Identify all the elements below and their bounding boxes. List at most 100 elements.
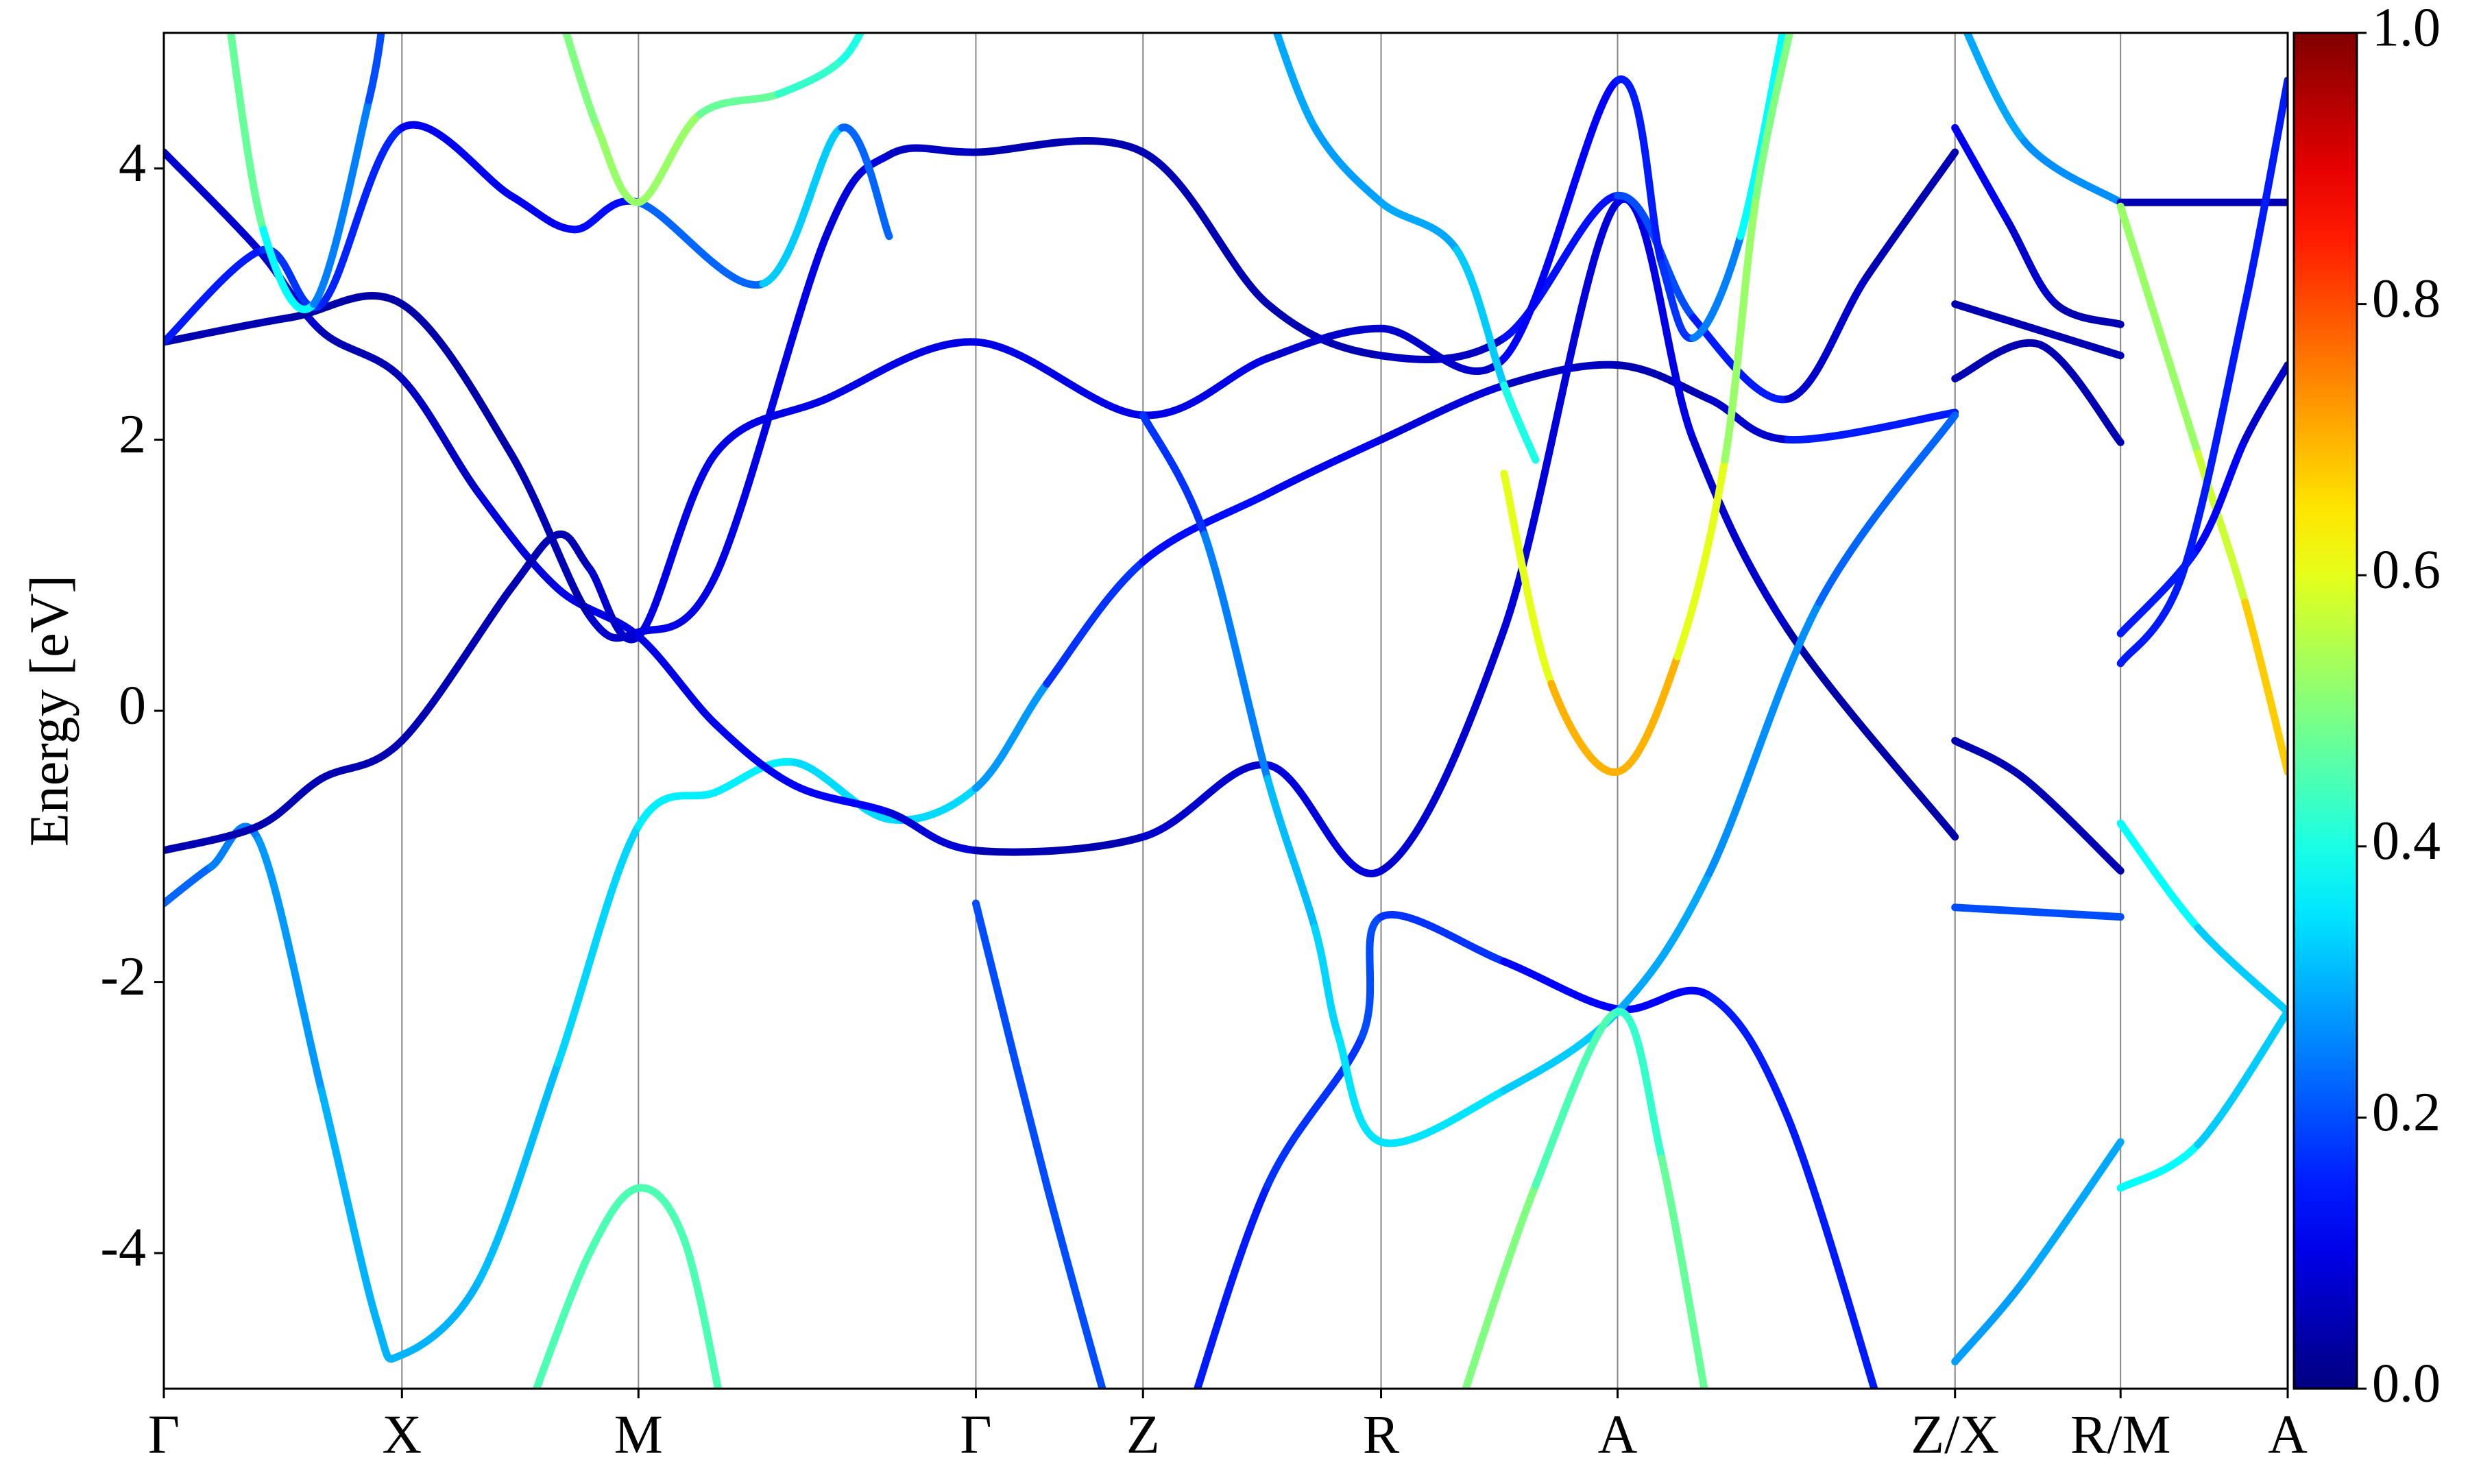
band-segment [1263, 761, 1386, 877]
band-segment [1951, 903, 2125, 921]
band-segment [507, 191, 578, 234]
band-segment [398, 585, 515, 745]
band-segment [1689, 435, 1792, 633]
band-segment [164, 862, 215, 908]
band-segment [585, 612, 642, 642]
band-segment [2020, 775, 2125, 875]
x-tick-label: A [1598, 1404, 1638, 1465]
band-segment [475, 1059, 562, 1285]
band-segment [1377, 625, 1508, 875]
band-segment [2116, 819, 2202, 932]
colorbar-tick-label: 0.0 [2372, 1353, 2441, 1413]
band-segment [822, 151, 893, 241]
band-segment [1614, 986, 1713, 1014]
band-segment [1689, 232, 1745, 342]
band-segment [1500, 361, 1622, 389]
band-segment [634, 1184, 688, 1243]
y-tick-label: -2 [100, 947, 146, 1007]
band-segment [562, 33, 601, 132]
band-segment [2020, 137, 2125, 206]
y-tick-label: 2 [119, 404, 146, 465]
band-segment [2194, 1008, 2288, 1149]
band-segment [759, 123, 846, 288]
band-segment [1500, 381, 1540, 464]
band-segment [634, 632, 720, 729]
band-segment [1784, 625, 1959, 841]
band-segment [1500, 470, 1556, 688]
band-segment [712, 232, 830, 579]
x-tick-label: R [1363, 1404, 1400, 1465]
band-segment [532, 1249, 594, 1389]
band-segment [1377, 198, 1461, 254]
band-segment [1139, 354, 1272, 419]
band-segment [1784, 1113, 1878, 1389]
band-segment [1200, 531, 1272, 783]
band-segment [838, 123, 893, 241]
band-segment [1272, 33, 1319, 132]
x-tick-label: A [2268, 1404, 2308, 1465]
band-segment [1311, 923, 1342, 1041]
band-segment [1614, 361, 1713, 403]
colorbar-tick-label: 0.6 [2372, 540, 2441, 600]
band-segment [1614, 869, 1713, 1016]
band-segment [1705, 395, 1792, 443]
band-segment [1673, 456, 1729, 661]
band-segment [1547, 679, 1622, 776]
band-segment [593, 123, 642, 206]
band-segment [1951, 737, 2029, 783]
band-segment [570, 197, 642, 234]
band-segment [2005, 219, 2060, 308]
band-segment [254, 836, 326, 1095]
band-segment [1951, 339, 2044, 382]
colorbar-tick-label: 0.8 [2372, 269, 2441, 329]
band-segment [398, 374, 483, 498]
x-tick-label: Z [1126, 1404, 1160, 1465]
band-segment [317, 1086, 380, 1325]
band-segment [838, 33, 865, 64]
band-segment [475, 490, 562, 593]
band-segment [1139, 761, 1272, 841]
band-segment [634, 788, 720, 830]
band-segment [1705, 991, 1792, 1121]
x-tick-label: M [614, 1404, 663, 1465]
y-tick-label: -4 [100, 1218, 146, 1278]
band-segment [2194, 923, 2288, 1016]
band-segment [885, 808, 980, 855]
band-segment [2116, 571, 2186, 668]
band-segment [1784, 273, 1871, 403]
band-segment [775, 56, 846, 98]
band-segment [1863, 148, 1959, 281]
band-segment [1263, 435, 1386, 498]
band-segment [227, 33, 267, 234]
colorbar [2292, 32, 2358, 1390]
y-axis-label: Energy [eV] [19, 575, 80, 847]
band-segment [1614, 1008, 1666, 1163]
band-segment [2020, 1138, 2125, 1285]
band-segment [164, 245, 267, 346]
band-segment [1500, 958, 1622, 1013]
band-segment [1263, 1032, 1366, 1189]
band-segment [2036, 341, 2125, 446]
plot-frame [162, 32, 2289, 1390]
band-segment [309, 97, 373, 308]
band-segment [2194, 435, 2249, 552]
band-segment [971, 338, 1147, 419]
band-segment [1752, 33, 1794, 199]
y-tick-label: 4 [119, 133, 146, 193]
band-segment [1532, 1008, 1622, 1189]
band-segment [1334, 1032, 1386, 1146]
band-segment [1951, 300, 2125, 360]
band-segment [1705, 598, 1824, 877]
y-tick-label: 0 [119, 675, 146, 735]
band-segment [554, 822, 642, 1067]
band-segment [696, 90, 783, 119]
x-tick-label: Z/X [1911, 1404, 1999, 1465]
band-segment [1500, 76, 1622, 363]
band-segment [971, 833, 1147, 856]
band-segment [1193, 1181, 1272, 1389]
band-segment [372, 1317, 406, 1363]
band-segment [634, 198, 767, 289]
band-segment [1658, 259, 1697, 342]
band-segment [1951, 123, 2013, 227]
